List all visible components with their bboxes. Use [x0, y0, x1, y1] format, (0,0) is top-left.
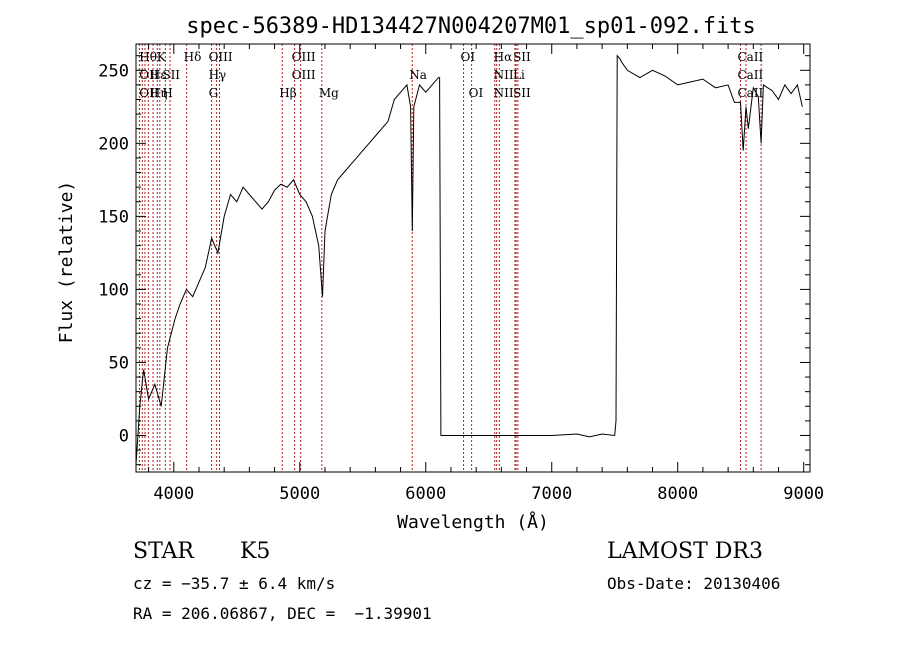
line-id-label: H	[162, 86, 172, 100]
line-id-label: OI	[461, 50, 476, 64]
line-id-label: Hε	[150, 68, 167, 82]
y-tick-label: 50	[109, 353, 129, 373]
line-id-label: CaII	[737, 86, 763, 100]
line-id-label: OIII	[292, 68, 316, 82]
x-tick-label: 8000	[657, 484, 698, 504]
line-id-label: Hγ	[209, 68, 227, 82]
line-id-label: CaII	[737, 68, 763, 82]
line-id-label: NII	[494, 68, 514, 82]
line-id-label: G	[209, 86, 219, 100]
line-id-label: Hδ	[184, 50, 202, 64]
spectrum-line	[135, 54, 803, 465]
y-tick-label: 100	[98, 280, 129, 300]
line-id-label: Hα	[494, 50, 513, 64]
plot-frame	[135, 43, 811, 473]
y-tick-label: 250	[98, 61, 129, 81]
line-id-label: OIII	[292, 50, 316, 64]
line-id-label: Hβ	[279, 86, 296, 100]
line-id-label: OI	[469, 86, 484, 100]
line-id-label: OII	[139, 86, 159, 100]
chart-title: spec-56389-HD134427N004207M01_sp01-092.f…	[186, 14, 756, 39]
line-id-label: SII	[513, 50, 531, 64]
object-subclass: K5	[240, 539, 271, 564]
line-id-label: OII	[139, 68, 159, 82]
line-id-label: K	[157, 50, 167, 64]
y-axis-label: Flux (relative)	[56, 181, 77, 344]
line-id-label: SII	[513, 86, 531, 100]
y-tick-label: 0	[119, 426, 129, 446]
x-tick-label: 4000	[153, 484, 194, 504]
line-id-label: CaII	[737, 50, 763, 64]
line-id-label: Na	[409, 68, 427, 82]
observation-date: Obs-Date: 20130406	[607, 574, 781, 593]
object-class: STAR	[133, 539, 194, 564]
y-tick-label: 200	[98, 134, 129, 154]
x-tick-label: 7000	[531, 484, 572, 504]
coordinates: RA = 206.06867, DEC = −1.39901	[133, 604, 432, 623]
line-id-label: Hθ	[139, 50, 157, 64]
line-id-label: Li	[513, 68, 525, 82]
line-id-label: Hη	[150, 86, 168, 100]
line-id-label: SII	[162, 68, 180, 82]
x-tick-label: 6000	[405, 484, 446, 504]
line-id-label: NII	[494, 86, 514, 100]
redshift-cz: cz = −35.7 ± 6.4 km/s	[133, 574, 336, 593]
y-tick-label: 150	[98, 207, 129, 227]
survey-name: LAMOST DR3	[607, 539, 763, 564]
line-id-label: OIII	[209, 50, 233, 64]
x-tick-label: 9000	[783, 484, 824, 504]
x-tick-label: 5000	[279, 484, 320, 504]
line-id-label: Mg	[319, 86, 339, 100]
x-axis-label: Wavelength (Å)	[397, 511, 549, 533]
